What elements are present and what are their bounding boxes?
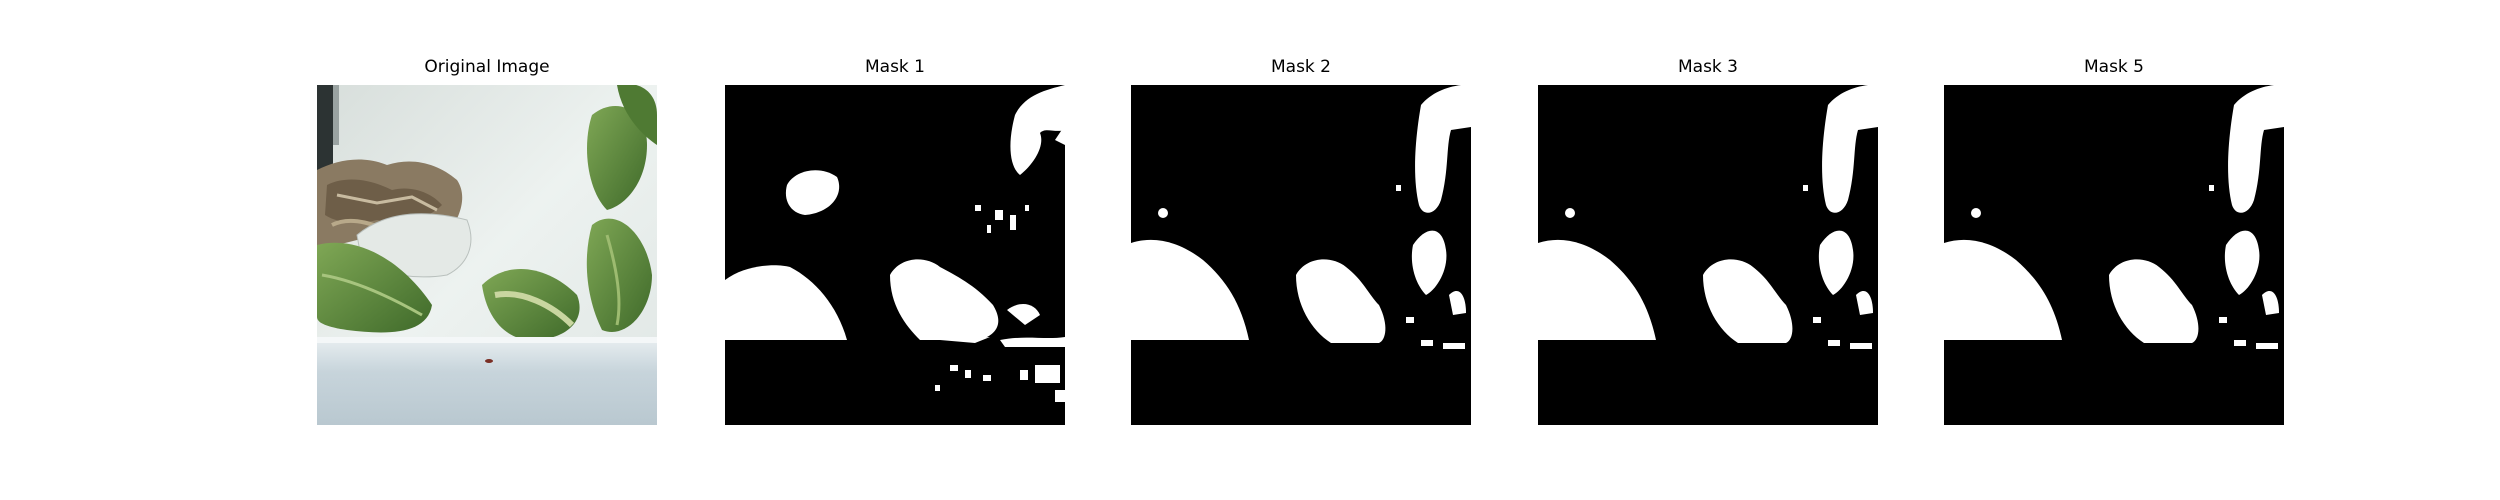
mask-3-image — [1538, 85, 1878, 425]
white-ledge — [317, 337, 657, 425]
mask-1-image — [725, 85, 1065, 425]
mask-5-image — [1944, 85, 2284, 425]
mask-regions — [1944, 85, 2284, 349]
dark-corner — [317, 85, 333, 175]
panel-title: Mask 2 — [1270, 57, 1331, 77]
mask-2-image — [1131, 85, 1471, 425]
right-lower-leaf — [586, 218, 652, 332]
panel-title: Mask 5 — [2083, 57, 2144, 77]
panel-title: Mask 3 — [1677, 57, 1738, 77]
mask-regions — [1538, 85, 1878, 349]
panel-title: Mask 1 — [864, 57, 925, 77]
center-leaf — [482, 268, 580, 340]
mask-regions — [725, 85, 1065, 402]
original-photo — [317, 85, 657, 425]
left-leaf — [317, 242, 432, 333]
right-upper-leaf — [587, 106, 647, 210]
panel-title: Original Image — [424, 57, 550, 77]
small-spot — [485, 359, 493, 363]
mask-background — [725, 85, 1065, 425]
mask-regions — [1131, 85, 1471, 349]
